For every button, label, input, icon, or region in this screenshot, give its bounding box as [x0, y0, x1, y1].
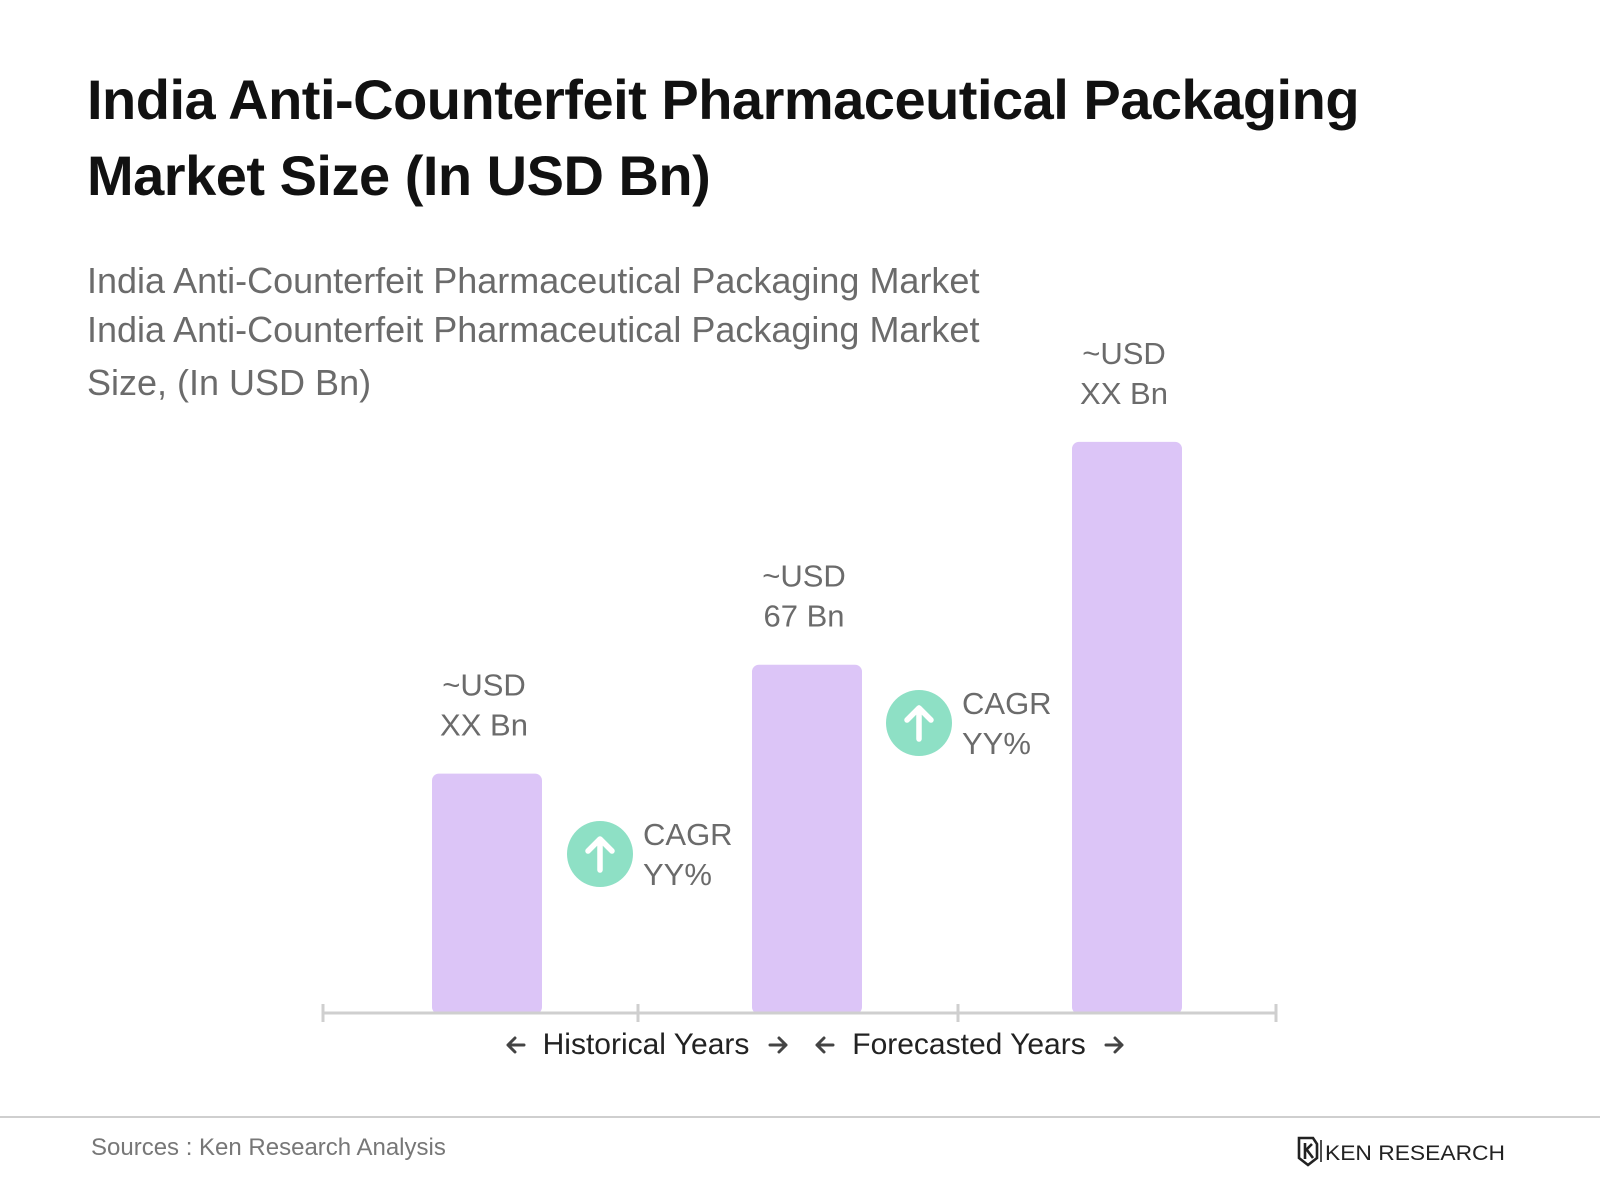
footer-divider [0, 1116, 1600, 1118]
period-label-1: Historical Years [543, 1028, 750, 1061]
ken-research-logo-text: KEN RESEARCH [1325, 1142, 1505, 1165]
period-label-2: Forecasted Years [852, 1028, 1085, 1061]
ken-research-logo-mark [1297, 1136, 1322, 1167]
bar-3-value-label-line-2: XX Bn [1080, 376, 1168, 411]
cagr-label-2-line-1: CAGR [962, 686, 1052, 721]
period-left-arrow-icon-2 [815, 1036, 835, 1054]
ken-research-logo: KEN RESEARCH [1297, 1136, 1505, 1167]
source-note: Sources : Ken Research Analysis [91, 1134, 446, 1161]
cagr-label-2-line-2: YY% [962, 726, 1031, 761]
period-right-arrow-icon-1 [768, 1036, 788, 1054]
period-left-arrow-icon-1 [506, 1036, 526, 1054]
bar-3-value-label-line-1: ~USD [1082, 336, 1166, 371]
cagr-label-1-line-1: CAGR [643, 817, 733, 852]
chart-title: India Anti-Counterfeit Pharmaceutical Pa… [87, 68, 1360, 207]
chart-subtitle: India Anti-Counterfeit Pharmaceutical Pa… [87, 256, 1067, 407]
period-right-arrow-icon-2 [1104, 1036, 1124, 1054]
cagr-arrow-up-glyph-2 [904, 705, 934, 742]
bar-3 [1072, 441, 1182, 1014]
bar-2-value-label-line-2: 67 Bn [763, 599, 844, 634]
subtitle-line-1: India Anti-Counterfeit Pharmaceutical Pa… [87, 260, 980, 301]
cagr-label-1-line-2: YY% [643, 857, 712, 892]
subtitle-line-3: Size, (In USD Bn) [87, 362, 372, 403]
bar-2 [752, 664, 862, 1014]
subtitle-line-2: India Anti-Counterfeit Pharmaceutical Pa… [87, 309, 980, 350]
bar-1-value-label-line-1: ~USD [442, 668, 526, 703]
bar-1 [432, 773, 542, 1014]
bar-1-value-label-line-2: XX Bn [440, 708, 528, 743]
bar-2-value-label-line-1: ~USD [762, 559, 846, 594]
cagr-arrow-up-glyph-1 [585, 836, 615, 873]
